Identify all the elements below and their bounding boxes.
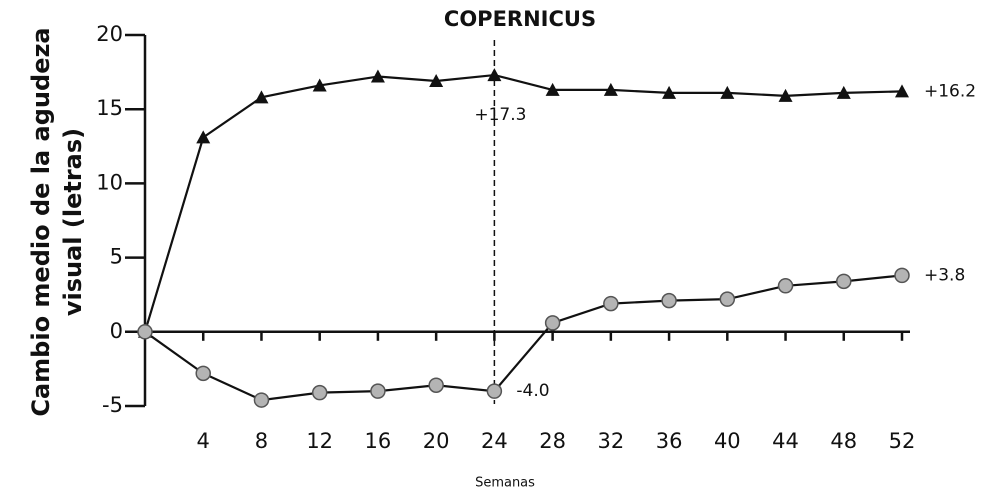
data-label: -4.0 <box>516 381 549 401</box>
marker <box>895 84 909 98</box>
marker <box>137 324 153 340</box>
marker <box>370 383 386 399</box>
marker <box>603 295 619 312</box>
marker <box>312 78 327 92</box>
y-tick-label: 5 <box>110 245 123 269</box>
marker <box>778 88 793 102</box>
series-line <box>144 274 903 402</box>
y-tick-label: 0 <box>110 319 123 343</box>
x-tick-label: 28 <box>539 429 566 453</box>
data-label: +16.2 <box>924 81 976 101</box>
x-tick-label: 40 <box>714 429 741 453</box>
marker <box>662 85 677 99</box>
marker <box>836 85 851 99</box>
series-line <box>143 73 903 333</box>
x-tick-label: 24 <box>481 429 508 453</box>
y-tick-label: 10 <box>96 170 123 194</box>
y-axis-label-line: Cambio medio de la agudeza <box>27 27 55 416</box>
marker <box>719 291 736 307</box>
marker <box>836 273 852 290</box>
x-tick-label: 8 <box>255 429 268 453</box>
marker <box>661 292 677 309</box>
marker <box>253 392 270 408</box>
x-tick-label: 36 <box>656 429 683 453</box>
marker <box>196 130 211 144</box>
x-tick-label: 44 <box>772 429 799 453</box>
x-tick-label: 52 <box>889 429 916 453</box>
data-label: +17.3 <box>474 105 526 125</box>
marker <box>254 90 269 104</box>
x-tick-label: 16 <box>365 429 392 453</box>
marker <box>545 82 560 96</box>
marker <box>720 85 735 99</box>
y-axis-label: Cambio medio de la agudeza visual (letra… <box>27 27 87 416</box>
marker <box>544 315 561 331</box>
data-label: +3.8 <box>924 265 965 285</box>
y-tick-label: -5 <box>102 393 123 417</box>
y-tick-label: 15 <box>96 96 123 120</box>
marker <box>486 383 503 399</box>
x-tick-label: 32 <box>597 429 624 453</box>
x-tick-label: 20 <box>423 429 450 453</box>
marker <box>487 68 502 82</box>
marker <box>370 69 385 83</box>
marker <box>777 278 794 294</box>
marker <box>894 267 910 284</box>
y-axis-label-line: visual (letras) <box>59 128 87 316</box>
x-tick-label: 4 <box>197 429 210 453</box>
marker <box>603 82 618 96</box>
marker <box>428 377 444 393</box>
marker <box>195 365 211 382</box>
x-axis-label: Semanas <box>475 476 535 491</box>
marker <box>429 74 444 88</box>
y-tick-label: 20 <box>96 22 123 46</box>
x-tick-label: 48 <box>830 429 857 453</box>
chart-title: COPERNICUS <box>444 7 596 31</box>
x-tick-label: 12 <box>306 429 333 453</box>
marker <box>311 384 328 401</box>
